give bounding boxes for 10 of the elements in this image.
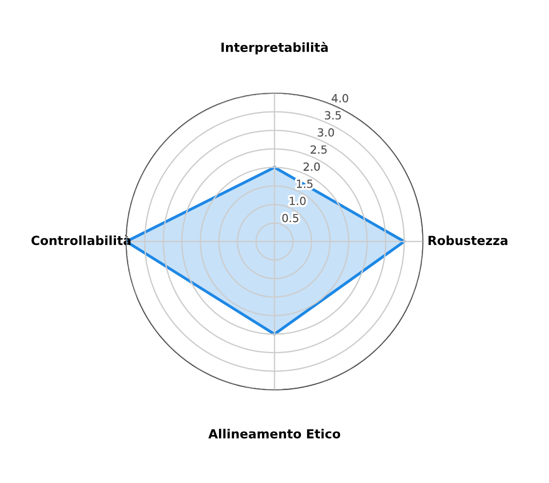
y-tick-label: 0.5 [282,214,298,222]
spoke-label: Allineamento Etico [208,428,340,438]
y-tick-label: 3.5 [324,111,341,120]
y-tick-label: 3.0 [318,128,334,137]
y-tick-label: 2.5 [310,145,327,154]
y-tick-label: 1.0 [290,196,306,206]
y-tick-label: 4.0 [332,94,348,102]
spoke-label: Robustezza [428,235,508,246]
spoke-label: Interpretabilità [221,42,328,54]
y-tick-label: 2.0 [304,162,320,171]
